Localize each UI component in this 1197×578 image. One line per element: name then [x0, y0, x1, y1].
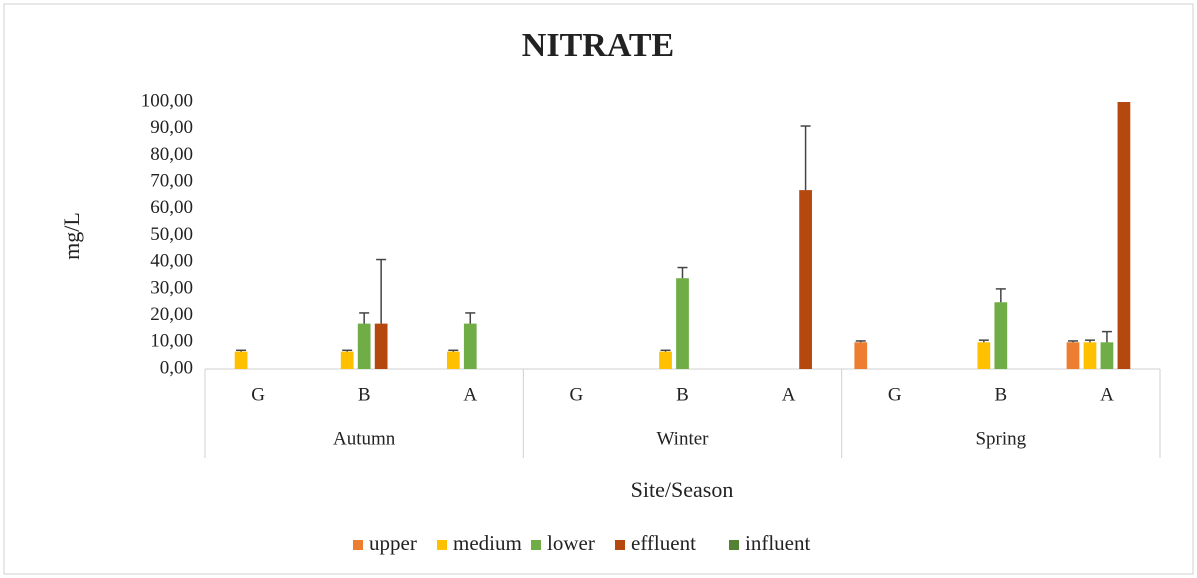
error-bar	[660, 349, 671, 352]
legend-swatch	[531, 540, 541, 550]
bar	[357, 323, 371, 369]
bar	[234, 351, 248, 369]
legend-label: medium	[453, 531, 522, 555]
bar	[1066, 342, 1080, 369]
y-tick-label: 90,00	[150, 117, 193, 138]
group-label: Spring	[975, 428, 1026, 449]
legend-label: lower	[547, 531, 595, 555]
bar	[340, 351, 354, 369]
bar	[799, 190, 812, 369]
error-bar	[677, 266, 688, 279]
error-bar	[1101, 330, 1112, 343]
bar	[374, 323, 388, 369]
group-label: Winter	[657, 428, 710, 449]
bar	[994, 302, 1008, 369]
legend-swatch	[729, 540, 739, 550]
legend-label: effluent	[631, 531, 696, 555]
error-bar	[1067, 340, 1078, 343]
bar	[977, 342, 991, 369]
bar	[676, 278, 689, 369]
bar	[463, 323, 477, 369]
error-bar	[1084, 339, 1095, 343]
legend-swatch	[353, 540, 363, 550]
error-bar	[376, 258, 387, 324]
y-tick-label: 0,00	[160, 357, 193, 378]
group-label: Autumn	[333, 428, 396, 449]
error-bar	[342, 349, 353, 352]
legend-swatch	[437, 540, 447, 550]
y-tick-label: 10,00	[150, 331, 193, 352]
error-bar	[465, 312, 476, 324]
y-tick-label: 40,00	[150, 251, 193, 272]
legend-label: upper	[369, 531, 417, 555]
error-bar	[800, 125, 811, 191]
y-axis-label: mg/L	[59, 212, 84, 260]
legend-swatch	[615, 540, 625, 550]
y-tick-label: 50,00	[150, 224, 193, 245]
x-axis-label: Site/Season	[631, 477, 734, 502]
x-tick-label: B	[994, 384, 1007, 405]
x-tick-label: A	[463, 384, 477, 405]
legend-label: influent	[745, 531, 810, 555]
x-tick-label: G	[251, 384, 265, 405]
bar	[854, 342, 868, 369]
error-bar	[995, 288, 1006, 303]
x-tick-label: A	[1100, 384, 1114, 405]
error-bar	[855, 340, 866, 343]
x-tick-label: G	[570, 384, 584, 405]
y-tick-label: 80,00	[150, 144, 193, 165]
y-tick-label: 20,00	[150, 304, 193, 325]
error-bar	[236, 349, 247, 352]
x-tick-label: G	[888, 384, 902, 405]
x-tick-label: B	[676, 384, 689, 405]
error-bar	[978, 339, 989, 343]
y-tick-label: 70,00	[150, 170, 193, 191]
y-tick-label: 60,00	[150, 197, 193, 218]
bar	[1100, 342, 1114, 369]
y-tick-label: 100,00	[141, 90, 193, 111]
bar	[1083, 342, 1097, 369]
x-tick-label: A	[782, 384, 796, 405]
chart-title: NITRATE	[522, 27, 674, 64]
bar	[446, 351, 460, 369]
x-tick-label: B	[358, 384, 371, 405]
error-bar	[448, 349, 459, 352]
error-bar	[359, 312, 370, 324]
bar	[1117, 102, 1131, 369]
y-tick-label: 30,00	[150, 277, 193, 298]
bar	[659, 351, 672, 369]
